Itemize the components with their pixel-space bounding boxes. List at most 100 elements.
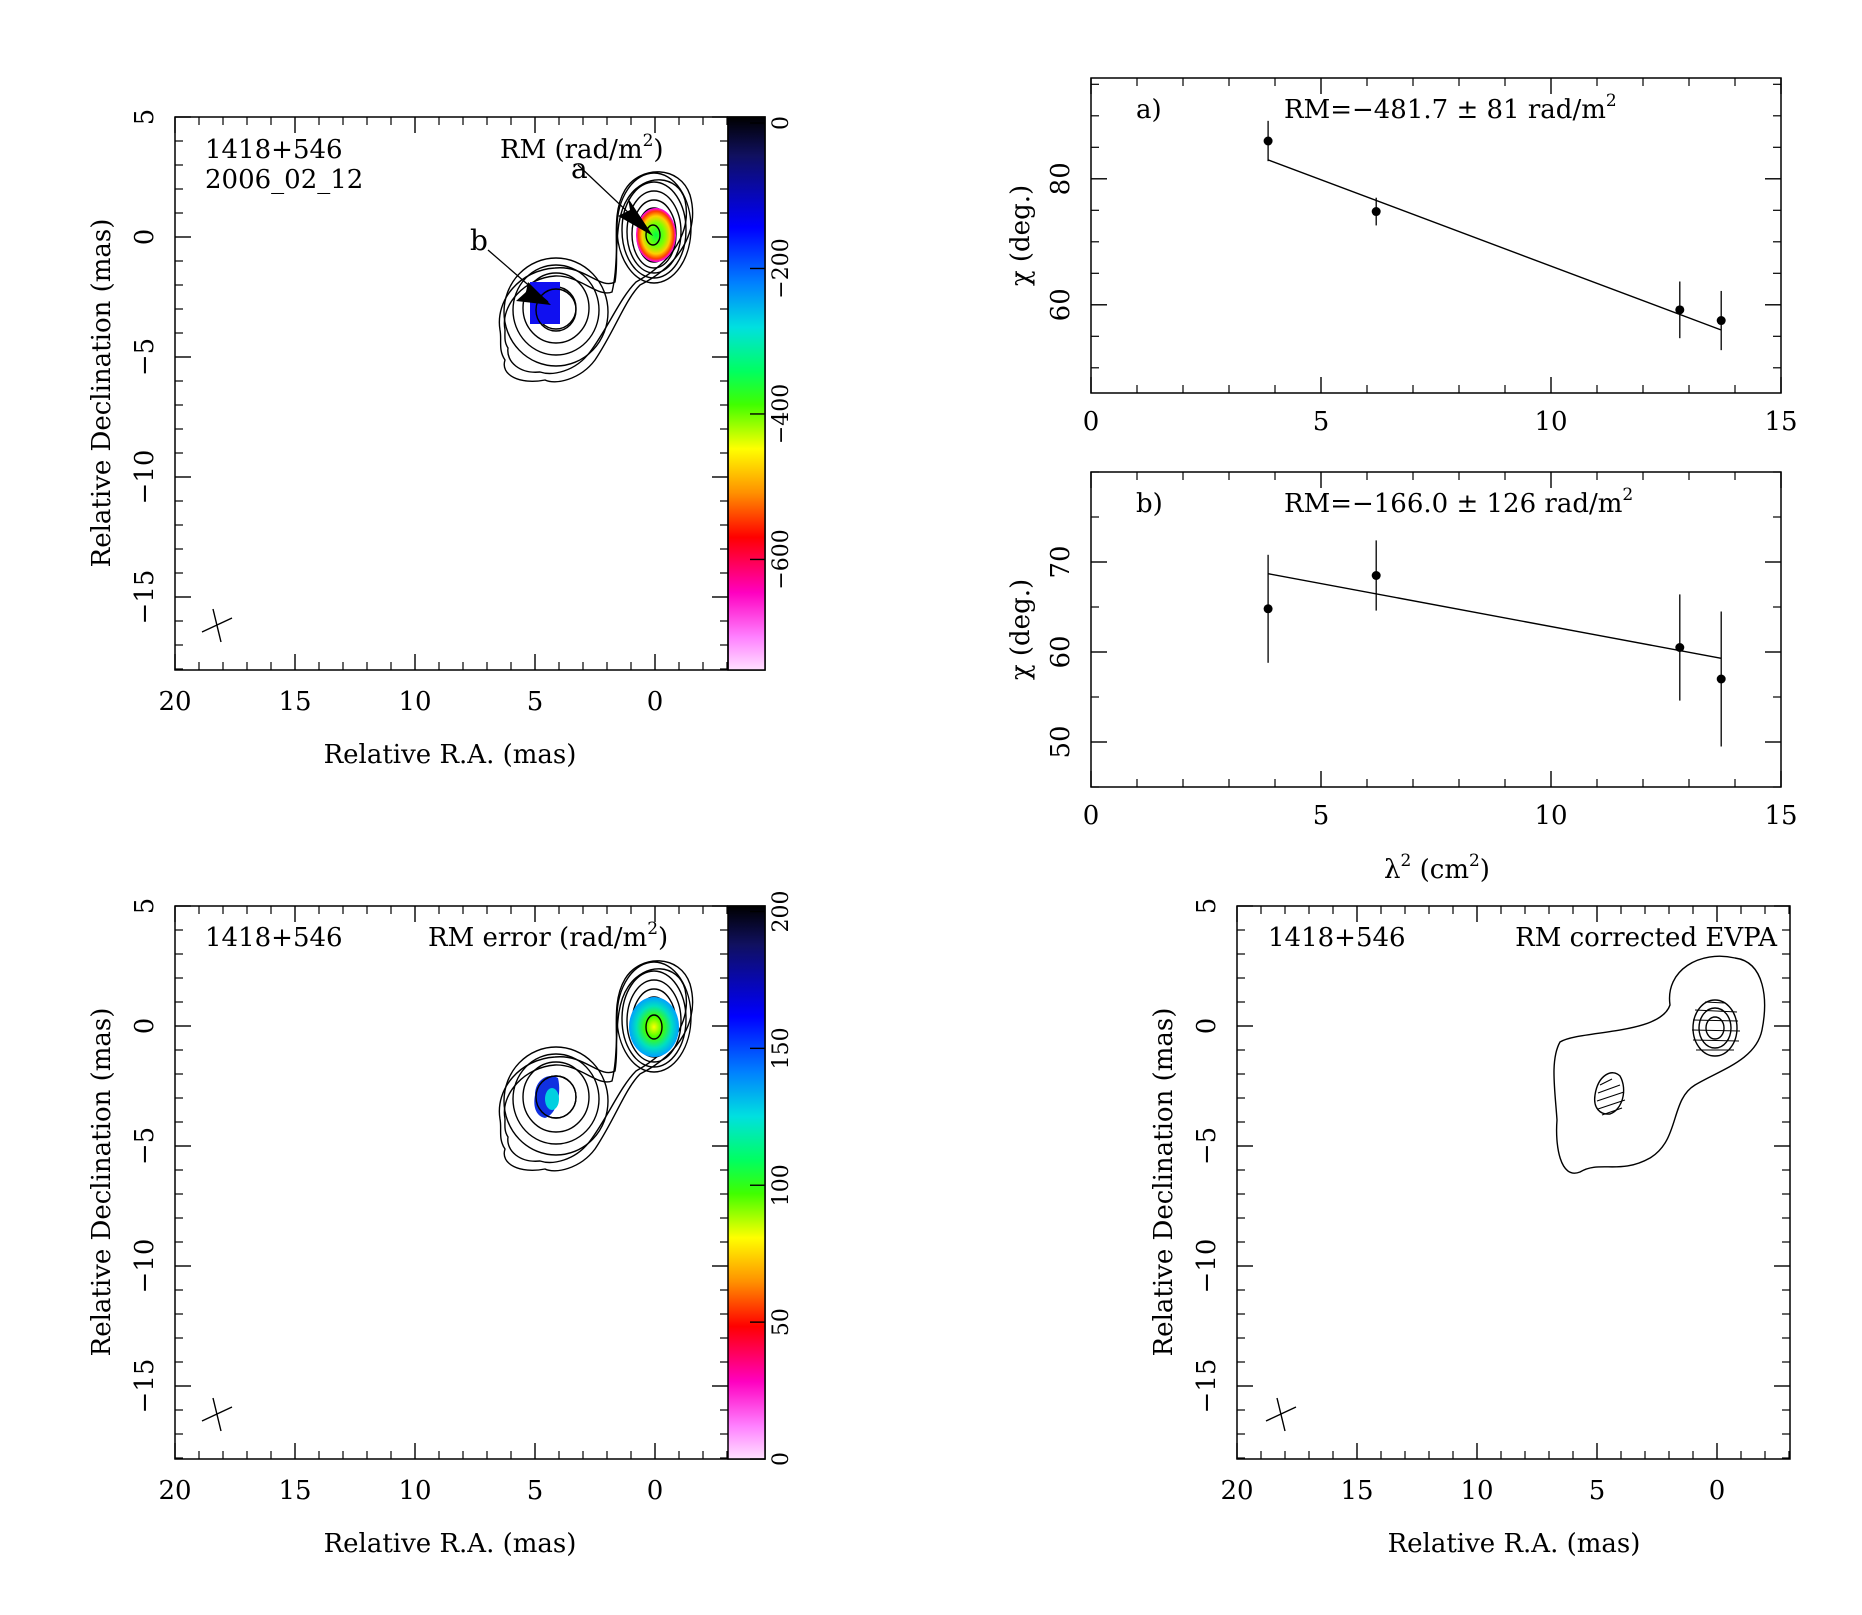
rm-map-epoch: 2006_02_12	[205, 165, 363, 195]
rm-annotation: RM=−481.7 ± 81 rad/m2	[1284, 91, 1617, 125]
rm-colorbar-ticks: 0 −200 −400 −600	[750, 116, 794, 590]
y-tick-label: −15	[130, 1359, 160, 1414]
shared-xlabel: λ2 (cm2)	[1384, 851, 1490, 885]
marker-a-arrow-icon	[618, 198, 653, 236]
y-tick-label: 0	[130, 229, 160, 246]
y-tick-label: 5	[130, 109, 160, 126]
x-tick-label: 5	[1313, 801, 1330, 831]
y-tick-label: 0	[130, 1018, 160, 1035]
data-point	[1716, 316, 1726, 326]
rm-map-source: 1418+546	[205, 135, 343, 165]
marker-b-label: b	[470, 224, 488, 257]
plot-frame	[1090, 471, 1782, 788]
y-tick-label: −5	[130, 338, 160, 376]
marker-a-label: a	[571, 152, 588, 185]
colorbar-tick-label: −200	[769, 238, 794, 298]
x-tick-label: 0	[647, 1476, 664, 1506]
rm-error-map-source: 1418+546	[205, 923, 343, 953]
x-tick-label: 10	[1534, 801, 1567, 831]
rm-colorbar	[727, 116, 766, 671]
evpa-vectors	[1596, 1001, 1741, 1116]
x-tick-label: 15	[1764, 407, 1797, 437]
y-tick-label: −15	[130, 570, 160, 625]
marker-b-arrow-icon	[516, 282, 551, 305]
y-tick-label: −10	[1192, 1239, 1222, 1294]
y-tick-label: −5	[130, 1127, 160, 1165]
data-point	[1263, 136, 1273, 146]
x-tick-label: 0	[1083, 407, 1100, 437]
evpa-map-xticks: 20 15 10 5 0	[1220, 906, 1790, 1506]
x-tick-label: 20	[158, 687, 191, 717]
y-tick-label: −5	[1192, 1127, 1222, 1165]
data-point	[1716, 674, 1726, 684]
x-tick-label: 10	[398, 687, 431, 717]
y-tick-label: 5	[130, 898, 160, 915]
colorbar-tick-label: 150	[769, 1027, 794, 1069]
chi-plot-a: 0 5 10 15 60 80 a) RM=−481.7 ± 81 rad/m2 χ (deg.…	[1006, 77, 1798, 437]
y-tick-label: −10	[130, 450, 160, 505]
rm-error-map-frame	[174, 905, 766, 1460]
colorbar-tick-label: 200	[769, 890, 794, 932]
y-tick-label: 80	[1046, 162, 1076, 195]
evpa-map-ylabel: Relative Declination (mas)	[1149, 1008, 1179, 1357]
x-tick-label: 15	[1764, 801, 1797, 831]
panel-label: a)	[1136, 95, 1162, 125]
fit-line	[1267, 159, 1722, 331]
x-tick-label: 15	[278, 1476, 311, 1506]
y-tick-label: 50	[1046, 725, 1076, 758]
rm-error-map-xticks: 20 15 10 5 0	[158, 906, 728, 1506]
rm-map-label: RM (rad/m2)	[500, 131, 664, 165]
y-tick-label: 70	[1046, 545, 1076, 578]
beam-icon	[201, 1397, 233, 1432]
colorbar-tick-label: 0	[769, 116, 794, 130]
x-tick-label: 5	[527, 687, 544, 717]
rm-map-ylabel: Relative Declination (mas)	[87, 219, 117, 568]
panel-label: b)	[1136, 489, 1163, 519]
y-tick-label: −10	[130, 1239, 160, 1294]
data-point	[1675, 643, 1685, 652]
data-point	[1371, 571, 1381, 580]
rm-error-map-xlabel: Relative R.A. (mas)	[324, 1529, 577, 1559]
x-tick-label: 0	[1083, 801, 1100, 831]
fit-line	[1267, 573, 1722, 659]
x-tick-label: 0	[1709, 1476, 1726, 1506]
y-tick-label: −15	[1192, 1359, 1222, 1414]
rm-map-frame	[174, 116, 766, 671]
evpa-map-source: 1418+546	[1268, 923, 1406, 953]
x-tick-label: 10	[398, 1476, 431, 1506]
chi-plot-b: 0 5 10 15 50 60 70 b) RM=−166.0 ± 126 rad/m2 χ (d…	[1006, 471, 1798, 831]
x-tick-label: 5	[527, 1476, 544, 1506]
y-tick-label: 0	[1192, 1018, 1222, 1035]
rm-error-core-region	[629, 997, 679, 1057]
evpa-map-frame	[1236, 905, 1791, 1460]
rm-error-colorbar-ticks: 200 150 100 50 0	[750, 890, 794, 1466]
rm-map-panel: a b 1418+546 2006_02_12 RM (rad/m2) Rela…	[87, 109, 794, 770]
colorbar-tick-label: 50	[769, 1308, 794, 1336]
rm-map-xlabel: Relative R.A. (mas)	[324, 740, 577, 770]
chart-ylabel: χ (deg.)	[1006, 185, 1036, 286]
x-tick-label: 10	[1534, 407, 1567, 437]
rm-error-colorbar	[727, 905, 766, 1460]
y-tick-label: 60	[1046, 635, 1076, 668]
rm-error-map-panel: 1418+546 RM error (rad/m2) Relative R.A.…	[87, 890, 794, 1559]
chart-ylabel: χ (deg.)	[1006, 579, 1036, 680]
x-tick-label: 15	[278, 687, 311, 717]
rm-map-xticks: 20 15 10 5 0	[158, 117, 728, 717]
x-tick-label: 5	[1589, 1476, 1606, 1506]
rm-error-map-contours	[498, 960, 694, 1172]
x-tick-label: 0	[647, 687, 664, 717]
rm-error-map-ylabel: Relative Declination (mas)	[87, 1008, 117, 1357]
y-tick-label: 5	[1192, 898, 1222, 915]
colorbar-tick-label: −600	[769, 529, 794, 589]
data-point	[1675, 305, 1685, 315]
beam-icon	[201, 608, 233, 643]
evpa-map-label: RM corrected EVPA	[1515, 923, 1778, 953]
rm-map-yticks: 5 0 −5 −10 −15	[130, 109, 728, 670]
x-tick-label: 10	[1460, 1476, 1493, 1506]
evpa-map-panel: 1418+546 RM corrected EVPA Relative R.A.…	[1149, 898, 1791, 1559]
evpa-map-xlabel: Relative R.A. (mas)	[1388, 1529, 1641, 1559]
rm-error-map-yticks: 5 0 −5 −10 −15	[130, 898, 728, 1459]
evpa-map-yticks: 5 0 −5 −10 −15	[1192, 898, 1790, 1459]
data-point	[1371, 207, 1381, 217]
